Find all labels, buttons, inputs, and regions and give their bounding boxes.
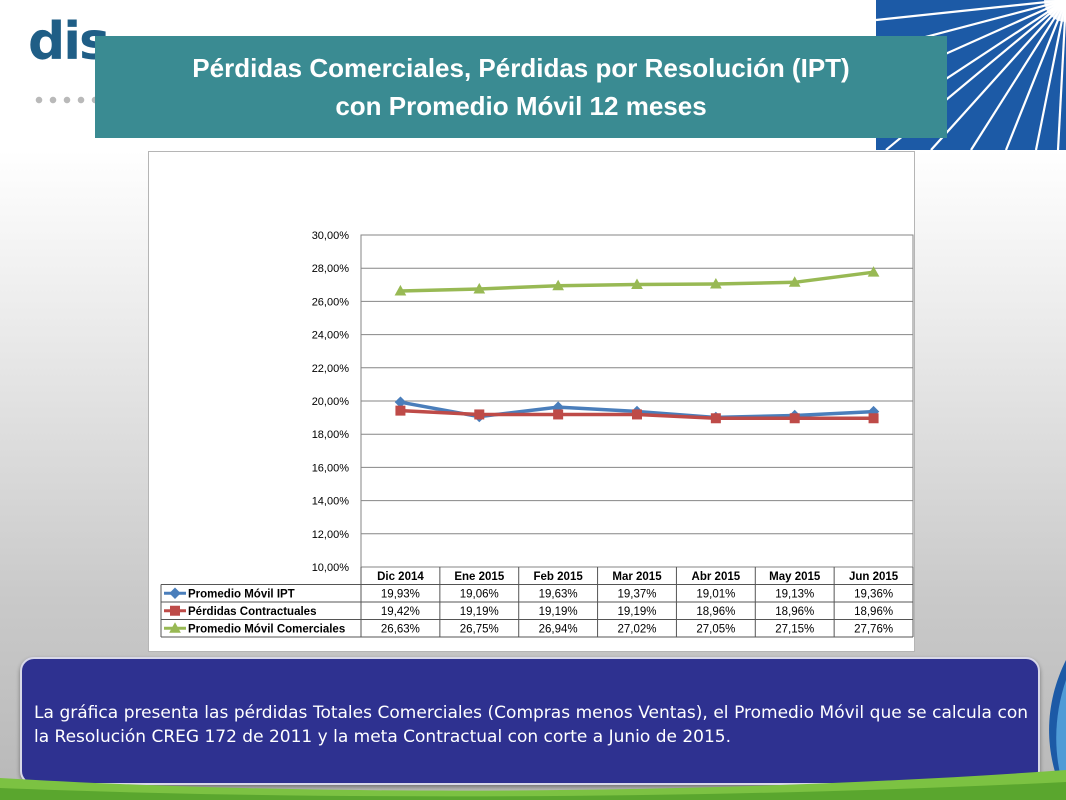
data-label: 27,05%	[696, 624, 735, 636]
legend-label: Promedio Móvil IPT	[188, 589, 295, 601]
data-label: 18,96%	[696, 606, 735, 618]
title-banner: Pérdidas Comerciales, Pérdidas por Resol…	[95, 36, 947, 138]
data-label: 19,06%	[460, 589, 499, 601]
data-label: 19,19%	[617, 606, 656, 618]
data-label: 19,19%	[539, 606, 578, 618]
data-point-promedio-movil-comerciales	[394, 284, 407, 296]
x-tick-label: Feb 2015	[534, 571, 584, 583]
data-point-promedio-movil-comerciales	[631, 278, 643, 289]
data-label: 26,75%	[460, 624, 499, 636]
data-point-perdidas-contractuales	[553, 409, 564, 420]
x-tick-label: Abr 2015	[692, 571, 741, 583]
data-label: 18,96%	[854, 606, 893, 618]
data-point-perdidas-contractuales	[868, 413, 879, 424]
y-tick-label: 30,00%	[312, 230, 350, 242]
legend-marker-perdidas-contractuales	[170, 605, 180, 616]
data-label: 27,02%	[617, 624, 656, 636]
y-tick-label: 24,00%	[312, 330, 350, 342]
legend-marker-promedio-movil-comerciales	[169, 622, 181, 633]
page-title: Pérdidas Comerciales, Pérdidas por Resol…	[192, 53, 850, 121]
y-tick-label: 16,00%	[312, 462, 350, 474]
logo-dots-decoration	[32, 95, 102, 105]
caption-box: La gráfica presenta las pérdidas Totales…	[20, 657, 1040, 785]
data-label: 27,15%	[775, 624, 814, 636]
data-label: 19,37%	[617, 589, 656, 601]
data-point-promedio-movil-comerciales	[473, 282, 486, 294]
data-label: 26,63%	[381, 624, 420, 636]
data-label: 19,13%	[775, 589, 814, 601]
y-tick-label: 18,00%	[312, 429, 350, 441]
legend-marker-promedio-movil-ipt	[169, 587, 181, 599]
legend-label: Pérdidas Contractuales	[188, 606, 316, 618]
y-tick-label: 10,00%	[312, 562, 350, 574]
y-tick-label: 20,00%	[312, 396, 350, 408]
data-label: 19,01%	[696, 589, 735, 601]
data-label: 19,63%	[539, 589, 578, 601]
data-label: 18,96%	[775, 606, 814, 618]
data-point-perdidas-contractuales	[710, 413, 721, 424]
data-label: 26,94%	[539, 624, 578, 636]
bottom-wave-decoration	[0, 770, 1066, 800]
data-point-perdidas-contractuales	[632, 409, 642, 420]
data-point-promedio-movil-comerciales	[710, 277, 722, 289]
side-wave-decoration	[1049, 660, 1066, 800]
data-point-promedio-movil-comerciales	[552, 279, 564, 291]
data-label: 19,19%	[460, 606, 499, 618]
data-label: 27,76%	[854, 624, 893, 636]
legend-label: Promedio Móvil Comerciales	[188, 624, 345, 636]
y-tick-label: 22,00%	[312, 363, 350, 375]
data-point-promedio-movil-comerciales	[788, 276, 801, 287]
x-tick-label: Mar 2015	[612, 571, 662, 583]
data-label: 19,36%	[854, 589, 893, 601]
line-chart: 10,00% 12,00% 14,00% 16,00% 18,00% 20,00% 22,0…	[160, 230, 914, 638]
x-tick-label: Dic 2014	[377, 571, 424, 583]
y-tick-label: 12,00%	[312, 529, 350, 541]
data-point-perdidas-contractuales	[474, 409, 485, 420]
y-tick-label: 26,00%	[312, 296, 350, 308]
x-tick-label: Ene 2015	[454, 571, 504, 583]
x-tick-label: May 2015	[769, 571, 821, 583]
x-tick-label: Jun 2015	[849, 571, 899, 583]
data-point-perdidas-contractuales	[395, 405, 406, 416]
caption-text: La gráfica presenta las pérdidas Totales…	[34, 703, 1028, 747]
chart-panel: 10,00% 12,00% 14,00% 16,00% 18,00% 20,00% 22,0…	[148, 151, 915, 652]
data-point-promedio-movil-comerciales	[867, 266, 880, 277]
data-point-perdidas-contractuales	[789, 413, 800, 424]
data-label: 19,42%	[381, 606, 420, 618]
y-tick-label: 14,00%	[312, 496, 350, 508]
y-tick-label: 28,00%	[312, 263, 350, 275]
data-label: 19,93%	[381, 589, 420, 601]
